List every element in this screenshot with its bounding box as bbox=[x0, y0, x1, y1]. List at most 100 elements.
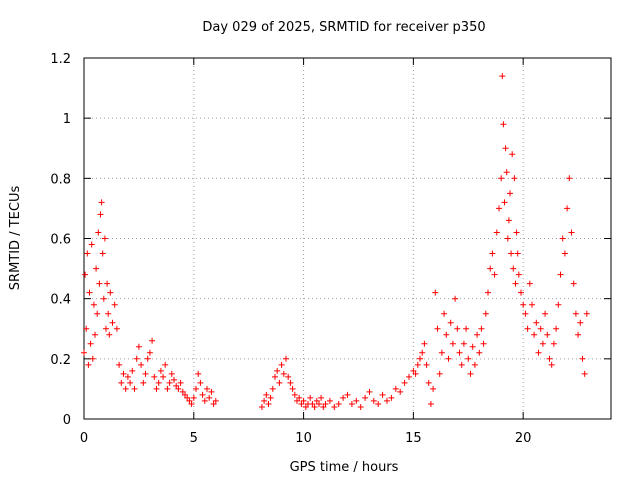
data-point bbox=[344, 391, 351, 398]
data-point bbox=[471, 361, 478, 368]
data-point bbox=[425, 379, 432, 386]
data-point bbox=[103, 325, 109, 332]
data-point bbox=[456, 349, 463, 356]
data-point bbox=[272, 373, 278, 380]
data-point bbox=[555, 301, 562, 308]
data-point bbox=[285, 373, 292, 380]
data-point bbox=[263, 391, 270, 398]
y-tick-label: 0.6 bbox=[50, 233, 71, 248]
data-point bbox=[269, 385, 276, 392]
data-point bbox=[499, 73, 506, 80]
data-point bbox=[113, 325, 120, 332]
data-point bbox=[289, 385, 296, 392]
data-point bbox=[510, 265, 517, 272]
data-point bbox=[478, 325, 485, 332]
data-point bbox=[164, 385, 171, 392]
data-point bbox=[566, 175, 573, 182]
x-tick-label: 10 bbox=[295, 431, 312, 446]
data-point bbox=[177, 379, 184, 386]
data-point bbox=[561, 250, 568, 257]
data-point bbox=[348, 401, 355, 407]
data-point bbox=[111, 301, 118, 308]
data-point bbox=[311, 404, 318, 410]
data-point bbox=[366, 388, 373, 395]
data-point bbox=[133, 355, 140, 362]
data-point bbox=[572, 310, 579, 317]
data-point bbox=[463, 325, 470, 332]
data-point bbox=[316, 401, 322, 407]
data-point bbox=[155, 379, 162, 386]
y-tick-label: 0 bbox=[63, 413, 71, 428]
data-point bbox=[480, 340, 487, 347]
data-point bbox=[95, 229, 102, 236]
data-point bbox=[513, 229, 520, 236]
data-point bbox=[313, 397, 320, 404]
data-point bbox=[504, 235, 511, 242]
data-point bbox=[507, 190, 513, 197]
data-point bbox=[414, 361, 421, 368]
data-point bbox=[570, 280, 577, 287]
data-point bbox=[421, 340, 428, 347]
data-point bbox=[575, 331, 582, 338]
data-point bbox=[340, 394, 347, 401]
data-point bbox=[97, 211, 104, 218]
data-point bbox=[370, 397, 377, 404]
data-point bbox=[397, 388, 404, 395]
data-point bbox=[445, 355, 452, 362]
data-point bbox=[129, 367, 136, 374]
data-point bbox=[500, 121, 507, 128]
data-point bbox=[175, 385, 182, 392]
data-point bbox=[353, 397, 360, 404]
data-point bbox=[577, 319, 584, 326]
data-point bbox=[559, 235, 566, 242]
data-point bbox=[142, 370, 149, 377]
data-point bbox=[474, 331, 481, 338]
data-point bbox=[82, 271, 89, 278]
data-point bbox=[427, 401, 434, 407]
data-point bbox=[204, 385, 210, 392]
data-point bbox=[98, 199, 105, 206]
data-point bbox=[100, 295, 107, 302]
data-point bbox=[81, 349, 87, 356]
data-point bbox=[449, 340, 456, 347]
data-point bbox=[146, 349, 153, 356]
data-point bbox=[94, 310, 101, 317]
data-point bbox=[539, 340, 546, 347]
data-point bbox=[550, 340, 557, 347]
y-tick-label: 0.2 bbox=[50, 353, 71, 368]
data-point bbox=[544, 331, 551, 338]
data-point bbox=[131, 385, 138, 392]
data-point bbox=[357, 404, 364, 410]
data-point bbox=[280, 370, 287, 377]
data-point bbox=[105, 310, 112, 317]
y-axis-label: SRMTID / TECUs bbox=[8, 186, 23, 291]
data-point bbox=[508, 250, 515, 257]
data-point bbox=[522, 310, 529, 317]
data-point bbox=[487, 265, 494, 272]
y-tick-label: 0.4 bbox=[50, 293, 71, 308]
data-point bbox=[432, 289, 439, 296]
data-point bbox=[326, 397, 333, 404]
data-point bbox=[258, 404, 265, 410]
data-point bbox=[436, 370, 443, 377]
data-point bbox=[362, 394, 369, 401]
x-tick-label: 15 bbox=[405, 431, 422, 446]
data-point bbox=[520, 301, 527, 308]
data-point bbox=[122, 385, 129, 392]
data-point bbox=[197, 379, 204, 386]
x-axis-label: GPS time / hours bbox=[290, 460, 399, 475]
data-point bbox=[267, 394, 274, 401]
data-point bbox=[106, 331, 113, 338]
data-point bbox=[546, 355, 553, 362]
data-point bbox=[485, 289, 491, 296]
data-point bbox=[212, 397, 219, 404]
x-tick-label: 20 bbox=[515, 431, 532, 446]
data-point bbox=[149, 337, 156, 344]
data-point bbox=[469, 343, 476, 350]
data-point bbox=[92, 331, 98, 338]
data-point bbox=[127, 379, 134, 386]
data-point bbox=[564, 205, 571, 212]
data-point bbox=[384, 397, 390, 404]
data-point bbox=[388, 394, 395, 401]
data-point bbox=[120, 370, 127, 377]
